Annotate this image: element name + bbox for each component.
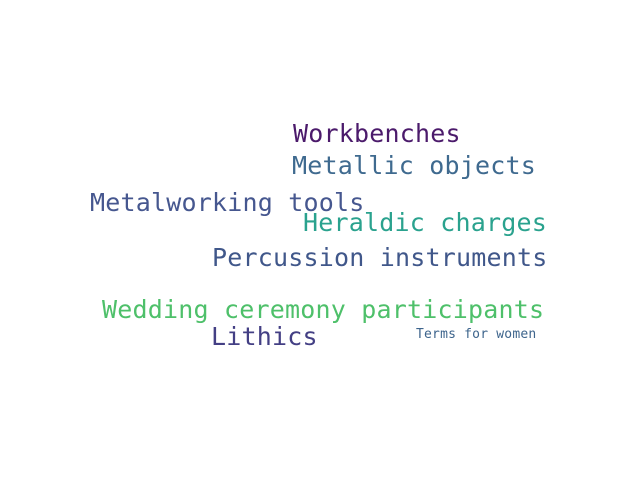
word-heraldic-charges: Heraldic charges (303, 208, 548, 237)
word-metalworking-tools: Metalworking tools (90, 188, 365, 217)
word-percussion-instruments: Percussion instruments (212, 243, 548, 272)
word-metallic-objects: Metallic objects (292, 151, 537, 180)
word-terms-for-women: Terms for women (416, 327, 537, 342)
word-wedding-ceremony-participants: Wedding ceremony participants (102, 295, 545, 324)
word-workbenches: Workbenches (293, 119, 461, 148)
word-lithics: Lithics (211, 322, 318, 351)
